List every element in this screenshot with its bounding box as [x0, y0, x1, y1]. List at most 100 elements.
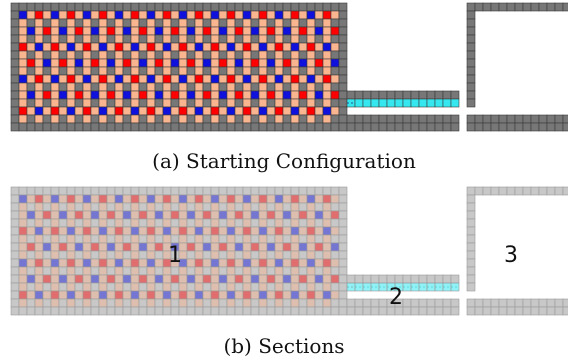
wall-cell — [259, 283, 267, 291]
salmon-cell — [122, 106, 132, 116]
wall-cell — [186, 82, 196, 92]
wall-cell — [330, 186, 340, 196]
wall-cell — [307, 235, 315, 243]
wall-cell — [90, 186, 100, 196]
blue-cell — [50, 194, 60, 204]
wall-cell — [138, 266, 148, 276]
red-cell — [226, 74, 236, 84]
wall-cell — [291, 259, 299, 267]
salmon-cell — [274, 250, 284, 260]
wall-cell — [442, 298, 452, 308]
salmon-cell — [258, 210, 268, 220]
wall-cell — [218, 82, 228, 92]
salmon-cell — [42, 42, 52, 52]
wall-cell — [426, 122, 436, 132]
wall-cell — [250, 250, 260, 260]
blue-cell — [154, 274, 164, 284]
salmon-cell — [330, 258, 340, 268]
salmon-cell — [266, 42, 276, 52]
wall-cell — [51, 195, 59, 203]
wall-cell — [218, 234, 228, 244]
wall-cell — [298, 218, 308, 228]
blue-cell — [322, 42, 332, 52]
salmon-cell — [26, 290, 36, 300]
wall-cell — [114, 2, 124, 12]
wall-cell — [202, 98, 212, 108]
wall-cell — [227, 227, 235, 235]
wall-cell — [314, 282, 324, 292]
salmon-cell — [90, 226, 100, 236]
wall-cell — [51, 211, 59, 219]
salmon-cell — [98, 18, 108, 28]
salmon-cell — [186, 194, 196, 204]
wall-cell — [378, 274, 388, 284]
salmon-cell — [162, 98, 172, 108]
wall-cell — [34, 186, 44, 196]
wall-cell — [58, 266, 68, 276]
blue-cell — [114, 10, 124, 20]
blue-cell — [186, 90, 196, 100]
wall-cell — [266, 18, 276, 28]
wall-cell — [123, 275, 131, 283]
wall-cell — [466, 282, 476, 292]
salmon-cell — [162, 282, 172, 292]
wall-cell — [323, 243, 331, 251]
salmon-cell — [242, 210, 252, 220]
wall-cell — [122, 34, 132, 44]
blue-cell — [82, 74, 92, 84]
wall-cell — [106, 114, 116, 124]
red-cell — [18, 106, 28, 116]
salmon-cell — [194, 210, 204, 220]
salmon-cell — [18, 58, 28, 68]
red-cell — [274, 226, 284, 236]
salmon-cell — [290, 58, 300, 68]
wall-cell — [99, 275, 107, 283]
blue-cell — [178, 74, 188, 84]
salmon-cell — [258, 26, 268, 36]
red-cell — [154, 242, 164, 252]
wall-cell — [202, 218, 212, 228]
red-cell — [18, 226, 28, 236]
wall-cell — [274, 306, 284, 316]
wall-cell — [138, 18, 148, 28]
red-cell — [266, 210, 276, 220]
salmon-cell — [322, 58, 332, 68]
wall-cell — [259, 275, 267, 283]
salmon-cell — [266, 226, 276, 236]
wall-cell — [10, 90, 20, 100]
wall-cell — [35, 211, 43, 219]
blue-cell — [130, 42, 140, 52]
wall-cell — [291, 203, 299, 211]
wall-cell — [267, 291, 275, 299]
wall-cell — [362, 122, 372, 132]
wall-cell — [251, 227, 259, 235]
wall-cell — [34, 122, 44, 132]
wall-cell — [266, 306, 276, 316]
wall-cell — [267, 259, 275, 267]
wall-cell — [282, 186, 292, 196]
blue-cell — [258, 106, 268, 116]
salmon-cell — [290, 250, 300, 260]
salmon-cell — [330, 106, 340, 116]
wall-cell — [59, 291, 67, 299]
salmon-cell — [130, 18, 140, 28]
wall-cell — [514, 298, 524, 308]
wall-cell — [282, 306, 292, 316]
salmon-cell — [98, 210, 108, 220]
red-cell — [178, 226, 188, 236]
wall-cell — [418, 274, 428, 284]
salmon-cell — [274, 98, 284, 108]
wall-cell — [514, 306, 524, 316]
salmon-cell — [82, 298, 92, 308]
salmon-cell — [18, 234, 28, 244]
wall-cell — [51, 283, 59, 291]
wall-cell — [299, 195, 307, 203]
wall-cell — [115, 283, 123, 291]
wall-cell — [138, 306, 148, 316]
wall-cell — [202, 298, 212, 308]
wall-cell — [59, 227, 67, 235]
salmon-cell — [330, 42, 340, 52]
wall-cell — [338, 266, 348, 276]
salmon-cell — [274, 58, 284, 68]
wall-cell — [498, 122, 508, 132]
